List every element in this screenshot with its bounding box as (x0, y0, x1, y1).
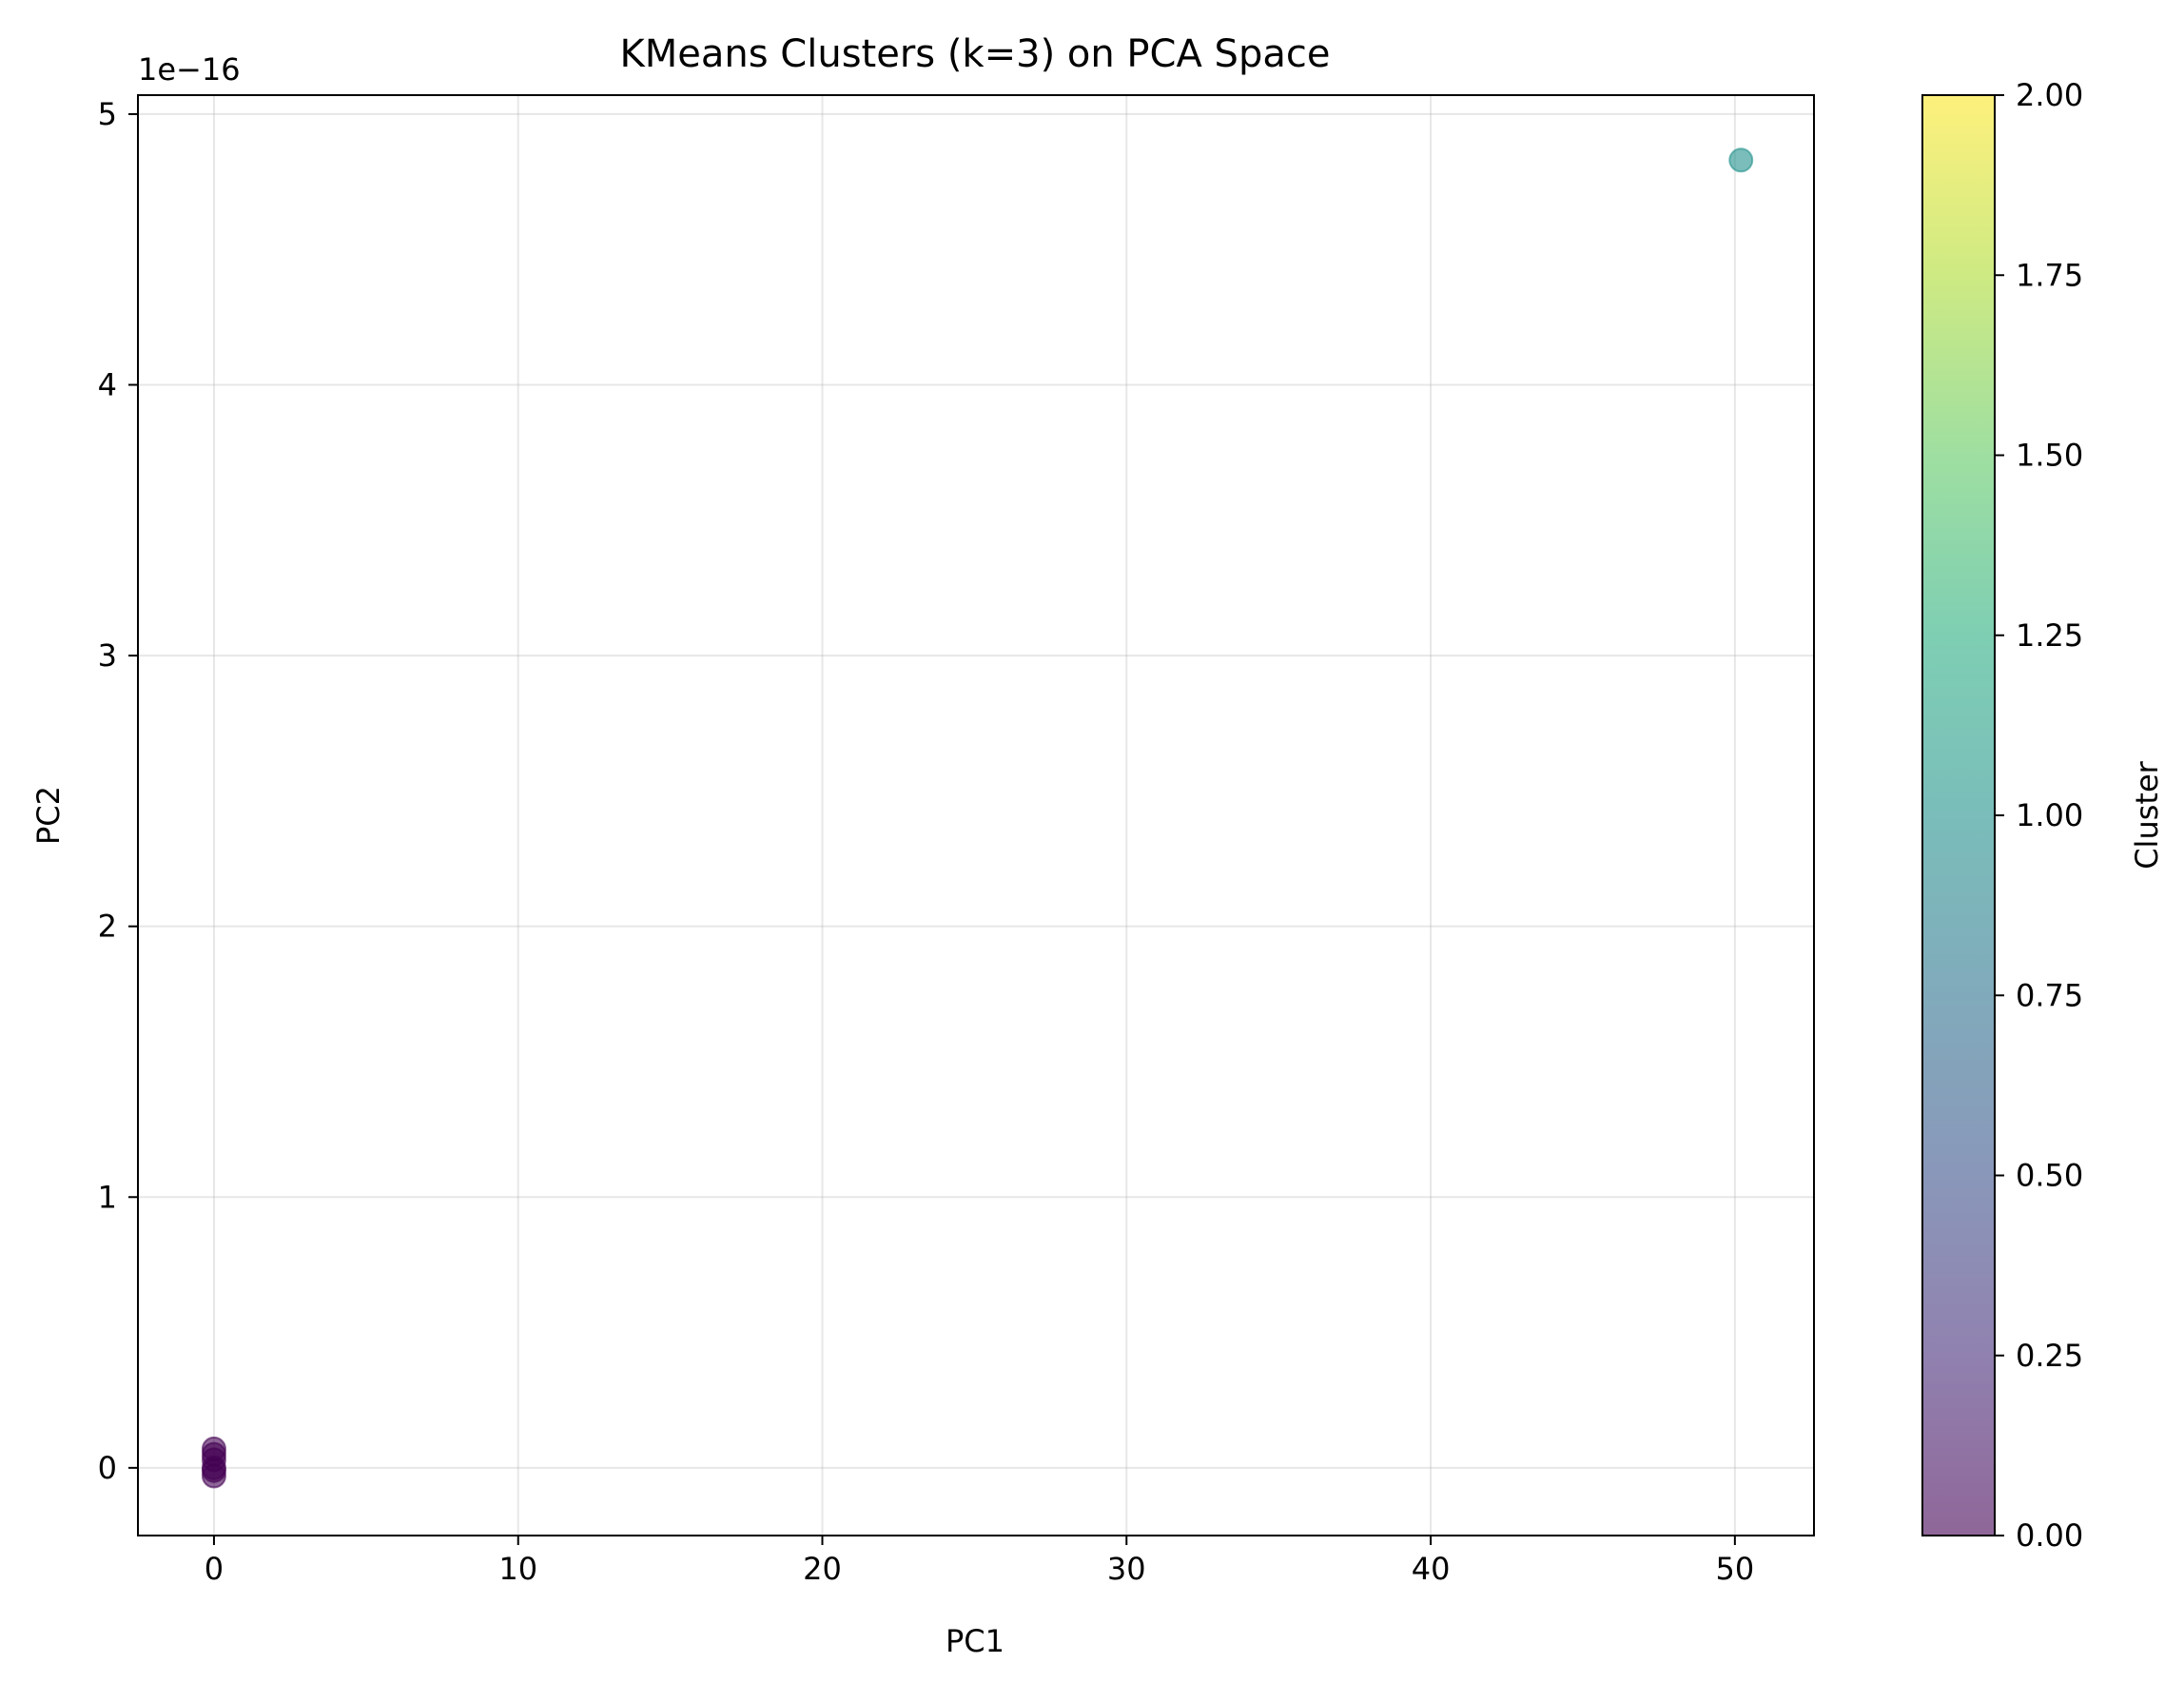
colorbar-ticks: 0.00 0.25 0.50 0.75 1.00 1.25 1.50 1.75 2.00 (1995, 77, 2083, 1554)
data-point (201, 1458, 226, 1483)
y-tick-label: 5 (98, 96, 117, 132)
colorbar-tick-label: 1.25 (2016, 617, 2083, 654)
colorbar-tick-label: 1.75 (2016, 257, 2083, 293)
y-tick-label: 3 (98, 637, 117, 674)
colorbar (1921, 94, 1996, 1536)
colorbar-tick-label: 0.75 (2016, 977, 2083, 1013)
y-tick-label: 1 (98, 1179, 117, 1215)
colorbar-tick-label: 0.25 (2016, 1338, 2083, 1374)
y-axis-label: PC2 (30, 786, 67, 845)
x-tick-label: 40 (1412, 1551, 1451, 1587)
x-tick-label: 20 (803, 1551, 842, 1587)
x-axis-ticks: 0 10 20 30 40 50 (205, 1536, 1754, 1587)
grid-lines (138, 95, 1814, 1536)
x-tick-label: 0 (205, 1551, 224, 1587)
colorbar-tick-label: 2.00 (2016, 77, 2083, 113)
data-points (201, 147, 1754, 1489)
colorbar-tick-label: 0.50 (2016, 1158, 2083, 1194)
plot-area-frame (137, 94, 1815, 1536)
data-point (1728, 147, 1754, 173)
colorbar-tick-label: 1.50 (2016, 438, 2083, 474)
y-tick-label: 2 (98, 909, 117, 945)
colorbar-label: Cluster (2129, 760, 2165, 869)
colorbar-tick-label: 0.00 (2016, 1517, 2083, 1554)
x-tick-label: 30 (1107, 1551, 1146, 1587)
colorbar-tick-label: 1.00 (2016, 797, 2083, 833)
y-tick-label: 0 (98, 1450, 117, 1486)
x-tick-label: 10 (498, 1551, 537, 1587)
x-axis-label: PC1 (946, 1623, 1004, 1659)
y-axis-ticks: 0 1 2 3 4 5 (98, 96, 138, 1486)
y-offset-label: 1e−16 (138, 51, 241, 88)
x-tick-label: 50 (1715, 1551, 1754, 1587)
chart-title: KMeans Clusters (k=3) on PCA Space (620, 32, 1331, 76)
y-tick-label: 4 (98, 367, 117, 403)
